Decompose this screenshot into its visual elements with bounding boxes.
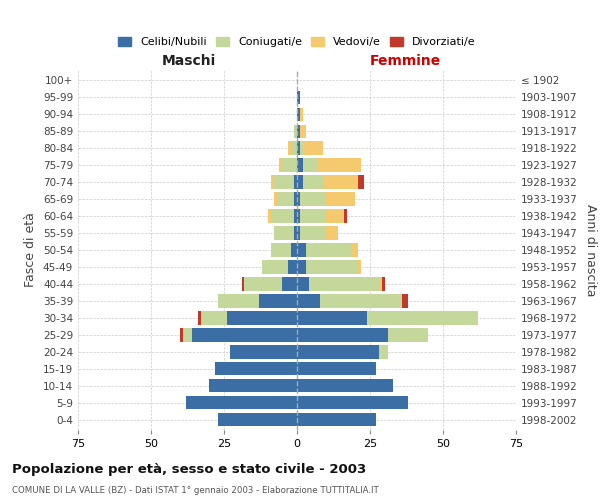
Bar: [291, 244, 297, 256]
Bar: [283, 158, 297, 172]
Bar: [326, 226, 338, 239]
Text: Maschi: Maschi: [162, 54, 216, 68]
Bar: [242, 278, 244, 290]
Bar: [271, 244, 291, 256]
Bar: [358, 176, 364, 188]
Bar: [215, 362, 297, 376]
Bar: [227, 312, 297, 324]
Text: Popolazione per età, sesso e stato civile - 2003: Popolazione per età, sesso e stato civil…: [12, 462, 366, 475]
Bar: [198, 312, 200, 324]
Bar: [297, 158, 303, 172]
Bar: [323, 176, 358, 188]
Bar: [259, 294, 297, 308]
Bar: [300, 210, 326, 222]
Bar: [230, 346, 297, 358]
Bar: [358, 260, 361, 274]
Bar: [294, 124, 297, 138]
Bar: [297, 312, 367, 324]
Bar: [294, 210, 297, 222]
Bar: [294, 226, 297, 239]
Bar: [402, 294, 408, 308]
Bar: [244, 278, 283, 290]
Bar: [283, 278, 297, 290]
Y-axis label: Anni di nascita: Anni di nascita: [584, 204, 597, 296]
Bar: [388, 328, 428, 342]
Bar: [367, 312, 478, 324]
Bar: [180, 328, 183, 342]
Bar: [209, 379, 297, 392]
Bar: [297, 278, 308, 290]
Bar: [297, 396, 408, 409]
Bar: [297, 413, 376, 426]
Bar: [294, 176, 297, 188]
Bar: [303, 176, 323, 188]
Bar: [291, 142, 297, 154]
Bar: [262, 260, 288, 274]
Bar: [297, 226, 300, 239]
Bar: [200, 312, 227, 324]
Bar: [294, 192, 297, 205]
Bar: [297, 176, 303, 188]
Bar: [218, 294, 259, 308]
Bar: [297, 192, 300, 205]
Bar: [297, 346, 379, 358]
Bar: [297, 90, 300, 104]
Bar: [300, 124, 306, 138]
Bar: [297, 328, 388, 342]
Bar: [326, 192, 355, 205]
Bar: [300, 226, 326, 239]
Bar: [297, 210, 300, 222]
Bar: [268, 210, 271, 222]
Bar: [297, 294, 320, 308]
Bar: [297, 379, 394, 392]
Bar: [320, 294, 402, 308]
Bar: [271, 210, 294, 222]
Bar: [280, 158, 283, 172]
Bar: [277, 192, 294, 205]
Legend: Celibi/Nubili, Coniugati/e, Vedovi/e, Divorziati/e: Celibi/Nubili, Coniugati/e, Vedovi/e, Di…: [114, 32, 480, 52]
Bar: [271, 176, 274, 188]
Bar: [274, 176, 294, 188]
Bar: [306, 260, 358, 274]
Bar: [192, 328, 297, 342]
Bar: [306, 244, 352, 256]
Bar: [303, 158, 317, 172]
Bar: [288, 260, 297, 274]
Bar: [297, 124, 300, 138]
Bar: [344, 210, 347, 222]
Bar: [297, 362, 376, 376]
Bar: [352, 244, 358, 256]
Bar: [317, 158, 361, 172]
Bar: [297, 260, 306, 274]
Bar: [300, 192, 326, 205]
Bar: [326, 210, 344, 222]
Bar: [297, 142, 300, 154]
Bar: [300, 142, 303, 154]
Bar: [297, 108, 300, 121]
Bar: [183, 328, 192, 342]
Bar: [288, 142, 291, 154]
Bar: [379, 278, 382, 290]
Text: COMUNE DI LA VALLE (BZ) - Dati ISTAT 1° gennaio 2003 - Elaborazione TUTTITALIA.I: COMUNE DI LA VALLE (BZ) - Dati ISTAT 1° …: [12, 486, 379, 495]
Bar: [308, 278, 379, 290]
Bar: [186, 396, 297, 409]
Bar: [379, 346, 388, 358]
Bar: [300, 108, 303, 121]
Bar: [382, 278, 385, 290]
Bar: [303, 142, 323, 154]
Bar: [297, 244, 306, 256]
Y-axis label: Fasce di età: Fasce di età: [25, 212, 37, 288]
Text: Femmine: Femmine: [370, 54, 440, 68]
Bar: [218, 413, 297, 426]
Bar: [274, 192, 277, 205]
Bar: [274, 226, 294, 239]
